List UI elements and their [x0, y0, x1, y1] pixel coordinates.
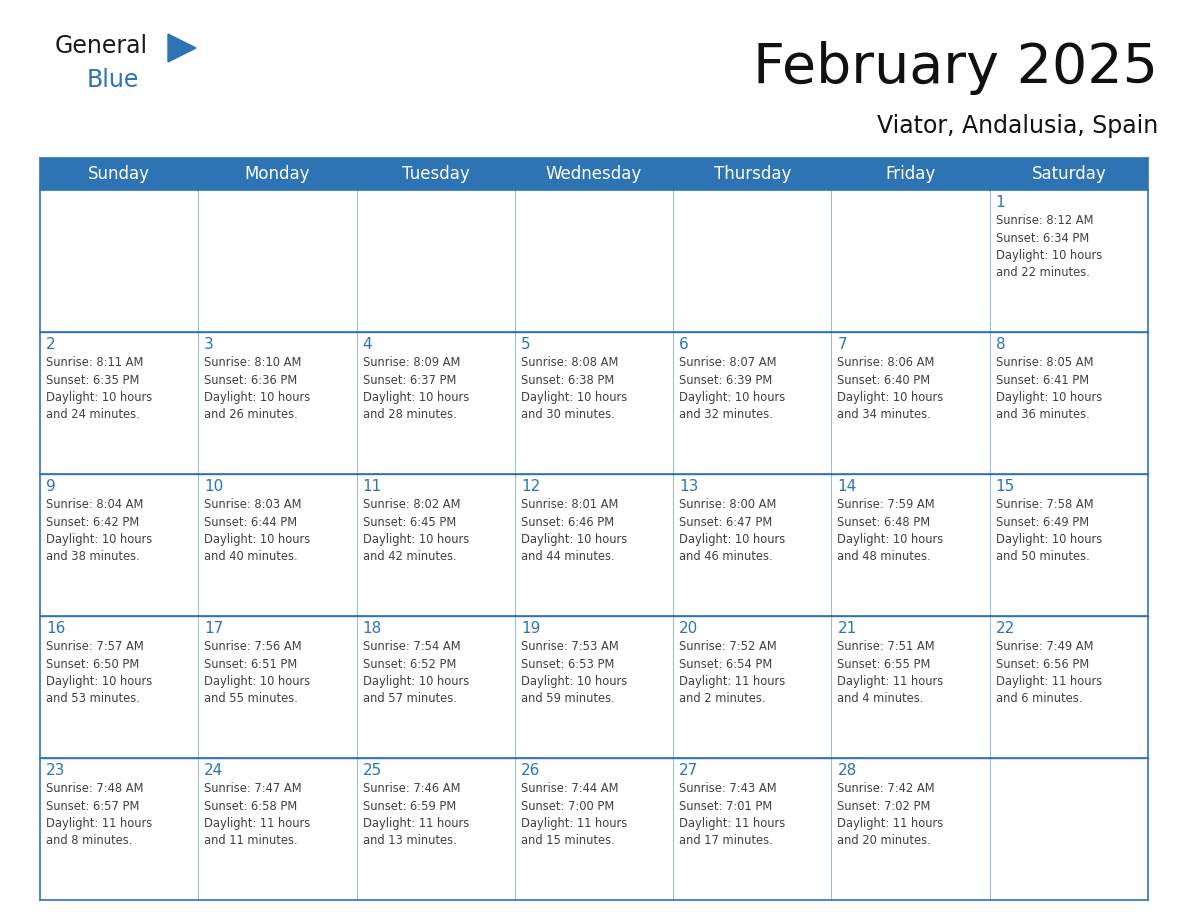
- Text: 9: 9: [46, 479, 56, 494]
- Text: 8: 8: [996, 337, 1005, 352]
- Text: 26: 26: [520, 763, 541, 778]
- Text: Sunrise: 8:11 AM
Sunset: 6:35 PM
Daylight: 10 hours
and 24 minutes.: Sunrise: 8:11 AM Sunset: 6:35 PM Dayligh…: [46, 356, 152, 421]
- Text: Monday: Monday: [245, 165, 310, 183]
- Bar: [990, 158, 1148, 190]
- Text: Tuesday: Tuesday: [402, 165, 469, 183]
- Text: Sunrise: 7:52 AM
Sunset: 6:54 PM
Daylight: 11 hours
and 2 minutes.: Sunrise: 7:52 AM Sunset: 6:54 PM Dayligh…: [680, 640, 785, 706]
- Text: 16: 16: [46, 621, 65, 636]
- Text: 22: 22: [996, 621, 1015, 636]
- Text: 28: 28: [838, 763, 857, 778]
- Text: 7: 7: [838, 337, 847, 352]
- Text: 25: 25: [362, 763, 381, 778]
- Text: Sunrise: 8:04 AM
Sunset: 6:42 PM
Daylight: 10 hours
and 38 minutes.: Sunrise: 8:04 AM Sunset: 6:42 PM Dayligh…: [46, 498, 152, 564]
- Text: 18: 18: [362, 621, 381, 636]
- Text: Viator, Andalusia, Spain: Viator, Andalusia, Spain: [877, 114, 1158, 138]
- Text: 21: 21: [838, 621, 857, 636]
- Text: 11: 11: [362, 479, 381, 494]
- Text: Sunrise: 8:06 AM
Sunset: 6:40 PM
Daylight: 10 hours
and 34 minutes.: Sunrise: 8:06 AM Sunset: 6:40 PM Dayligh…: [838, 356, 943, 421]
- Bar: [674, 158, 832, 190]
- Text: General: General: [55, 34, 148, 58]
- Text: Sunrise: 8:05 AM
Sunset: 6:41 PM
Daylight: 10 hours
and 36 minutes.: Sunrise: 8:05 AM Sunset: 6:41 PM Dayligh…: [996, 356, 1102, 421]
- Bar: [832, 158, 990, 190]
- Text: 23: 23: [46, 763, 65, 778]
- Text: 20: 20: [680, 621, 699, 636]
- Text: February 2025: February 2025: [753, 41, 1158, 95]
- Text: Sunrise: 8:08 AM
Sunset: 6:38 PM
Daylight: 10 hours
and 30 minutes.: Sunrise: 8:08 AM Sunset: 6:38 PM Dayligh…: [520, 356, 627, 421]
- Bar: [198, 158, 356, 190]
- Text: Saturday: Saturday: [1031, 165, 1106, 183]
- Text: Sunrise: 7:47 AM
Sunset: 6:58 PM
Daylight: 11 hours
and 11 minutes.: Sunrise: 7:47 AM Sunset: 6:58 PM Dayligh…: [204, 782, 310, 847]
- Text: 6: 6: [680, 337, 689, 352]
- Text: 4: 4: [362, 337, 372, 352]
- Text: Sunrise: 8:07 AM
Sunset: 6:39 PM
Daylight: 10 hours
and 32 minutes.: Sunrise: 8:07 AM Sunset: 6:39 PM Dayligh…: [680, 356, 785, 421]
- Text: Sunrise: 8:00 AM
Sunset: 6:47 PM
Daylight: 10 hours
and 46 minutes.: Sunrise: 8:00 AM Sunset: 6:47 PM Dayligh…: [680, 498, 785, 564]
- Text: Sunrise: 7:59 AM
Sunset: 6:48 PM
Daylight: 10 hours
and 48 minutes.: Sunrise: 7:59 AM Sunset: 6:48 PM Dayligh…: [838, 498, 943, 564]
- Bar: [40, 158, 198, 190]
- Text: Friday: Friday: [885, 165, 936, 183]
- Text: Sunrise: 7:51 AM
Sunset: 6:55 PM
Daylight: 11 hours
and 4 minutes.: Sunrise: 7:51 AM Sunset: 6:55 PM Dayligh…: [838, 640, 943, 706]
- Bar: [514, 158, 674, 190]
- Text: Thursday: Thursday: [714, 165, 791, 183]
- Text: Sunrise: 8:01 AM
Sunset: 6:46 PM
Daylight: 10 hours
and 44 minutes.: Sunrise: 8:01 AM Sunset: 6:46 PM Dayligh…: [520, 498, 627, 564]
- Text: 10: 10: [204, 479, 223, 494]
- Text: 1: 1: [996, 195, 1005, 210]
- Text: 15: 15: [996, 479, 1015, 494]
- Text: Sunrise: 7:56 AM
Sunset: 6:51 PM
Daylight: 10 hours
and 55 minutes.: Sunrise: 7:56 AM Sunset: 6:51 PM Dayligh…: [204, 640, 310, 706]
- Text: 14: 14: [838, 479, 857, 494]
- Text: 24: 24: [204, 763, 223, 778]
- Text: Sunrise: 7:43 AM
Sunset: 7:01 PM
Daylight: 11 hours
and 17 minutes.: Sunrise: 7:43 AM Sunset: 7:01 PM Dayligh…: [680, 782, 785, 847]
- Text: Sunrise: 8:02 AM
Sunset: 6:45 PM
Daylight: 10 hours
and 42 minutes.: Sunrise: 8:02 AM Sunset: 6:45 PM Dayligh…: [362, 498, 469, 564]
- Polygon shape: [168, 34, 196, 62]
- Text: 27: 27: [680, 763, 699, 778]
- Text: 19: 19: [520, 621, 541, 636]
- Text: Sunrise: 7:49 AM
Sunset: 6:56 PM
Daylight: 11 hours
and 6 minutes.: Sunrise: 7:49 AM Sunset: 6:56 PM Dayligh…: [996, 640, 1102, 706]
- Text: 5: 5: [520, 337, 531, 352]
- Text: 13: 13: [680, 479, 699, 494]
- Text: Sunday: Sunday: [88, 165, 150, 183]
- Text: Sunrise: 8:10 AM
Sunset: 6:36 PM
Daylight: 10 hours
and 26 minutes.: Sunrise: 8:10 AM Sunset: 6:36 PM Dayligh…: [204, 356, 310, 421]
- Text: 17: 17: [204, 621, 223, 636]
- Text: 2: 2: [46, 337, 56, 352]
- Text: 3: 3: [204, 337, 214, 352]
- Text: Sunrise: 8:03 AM
Sunset: 6:44 PM
Daylight: 10 hours
and 40 minutes.: Sunrise: 8:03 AM Sunset: 6:44 PM Dayligh…: [204, 498, 310, 564]
- Text: Sunrise: 8:09 AM
Sunset: 6:37 PM
Daylight: 10 hours
and 28 minutes.: Sunrise: 8:09 AM Sunset: 6:37 PM Dayligh…: [362, 356, 469, 421]
- Text: Sunrise: 7:48 AM
Sunset: 6:57 PM
Daylight: 11 hours
and 8 minutes.: Sunrise: 7:48 AM Sunset: 6:57 PM Dayligh…: [46, 782, 152, 847]
- Text: Sunrise: 7:44 AM
Sunset: 7:00 PM
Daylight: 11 hours
and 15 minutes.: Sunrise: 7:44 AM Sunset: 7:00 PM Dayligh…: [520, 782, 627, 847]
- Bar: [356, 158, 514, 190]
- Text: Sunrise: 7:46 AM
Sunset: 6:59 PM
Daylight: 11 hours
and 13 minutes.: Sunrise: 7:46 AM Sunset: 6:59 PM Dayligh…: [362, 782, 469, 847]
- Text: Sunrise: 7:54 AM
Sunset: 6:52 PM
Daylight: 10 hours
and 57 minutes.: Sunrise: 7:54 AM Sunset: 6:52 PM Dayligh…: [362, 640, 469, 706]
- Text: Wednesday: Wednesday: [545, 165, 643, 183]
- Text: Sunrise: 8:12 AM
Sunset: 6:34 PM
Daylight: 10 hours
and 22 minutes.: Sunrise: 8:12 AM Sunset: 6:34 PM Dayligh…: [996, 214, 1102, 279]
- Text: 12: 12: [520, 479, 541, 494]
- Text: Sunrise: 7:57 AM
Sunset: 6:50 PM
Daylight: 10 hours
and 53 minutes.: Sunrise: 7:57 AM Sunset: 6:50 PM Dayligh…: [46, 640, 152, 706]
- Text: Sunrise: 7:58 AM
Sunset: 6:49 PM
Daylight: 10 hours
and 50 minutes.: Sunrise: 7:58 AM Sunset: 6:49 PM Dayligh…: [996, 498, 1102, 564]
- Text: Sunrise: 7:42 AM
Sunset: 7:02 PM
Daylight: 11 hours
and 20 minutes.: Sunrise: 7:42 AM Sunset: 7:02 PM Dayligh…: [838, 782, 943, 847]
- Text: Sunrise: 7:53 AM
Sunset: 6:53 PM
Daylight: 10 hours
and 59 minutes.: Sunrise: 7:53 AM Sunset: 6:53 PM Dayligh…: [520, 640, 627, 706]
- Text: Blue: Blue: [87, 68, 139, 92]
